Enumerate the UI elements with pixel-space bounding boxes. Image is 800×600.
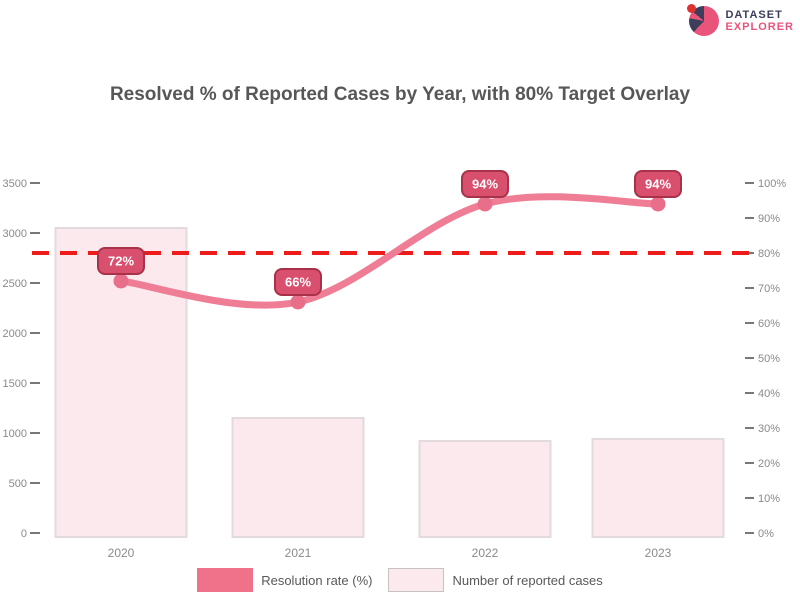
right-axis-tick-label: 0% — [758, 528, 774, 540]
right-axis-tick-label: 40% — [758, 388, 780, 400]
left-axis-tick-label: 2500 — [3, 278, 27, 290]
app-logo[interactable]: DATASET EXPLORER — [687, 4, 794, 36]
line-marker-2022[interactable] — [477, 196, 493, 212]
resolution-rate-line — [117, 193, 662, 309]
right-axis-tick-label: 30% — [758, 423, 780, 435]
right-axis-tick-label: 10% — [758, 493, 780, 505]
right-axis-tick-label: 90% — [758, 213, 780, 225]
logo-line2: EXPLORER — [725, 21, 794, 33]
logo-line1: DATASET — [725, 9, 783, 21]
left-axis-tick-label: 500 — [9, 478, 27, 490]
bar-2021[interactable] — [231, 417, 365, 538]
right-axis-tick-label: 70% — [758, 283, 780, 295]
data-label-text: 72% — [108, 254, 134, 269]
left-axis-tick-label: 3000 — [3, 228, 27, 240]
bar-2022[interactable] — [418, 440, 552, 538]
line-marker-2021[interactable] — [290, 294, 306, 310]
right-axis-tick-label: 100% — [758, 178, 786, 190]
right-axis-tick-label: 50% — [758, 353, 780, 365]
legend-swatch-bar-series — [388, 568, 445, 592]
chart-legend: Resolution rate (%) Number of reported c… — [0, 568, 800, 592]
line-marker-2020[interactable] — [113, 273, 129, 289]
x-axis-label-2022: 2022 — [472, 546, 499, 560]
data-label-box-2022 — [461, 170, 509, 198]
line-marker-2023[interactable] — [650, 196, 666, 212]
data-label-text: 94% — [472, 177, 498, 192]
data-label-box-2020 — [97, 247, 145, 275]
right-axis-tick-label: 80% — [758, 248, 780, 260]
legend-label: Resolution rate (%) — [261, 572, 373, 588]
data-label-text: 66% — [285, 275, 311, 290]
x-axis-label-2021: 2021 — [285, 546, 312, 560]
logo-text: DATASET EXPLORER — [725, 9, 794, 33]
legend-swatch-line-series — [197, 568, 254, 592]
chart-title: Resolved % of Reported Cases by Year, wi… — [109, 84, 691, 105]
legend-item-reported-cases[interactable]: Number of reported cases — [388, 568, 603, 592]
left-axis-tick-label: 2000 — [3, 328, 27, 340]
x-axis-label-2023: 2023 — [645, 546, 672, 560]
left-axis-tick-label: 1000 — [3, 428, 27, 440]
legend-label: Number of reported cases — [452, 572, 603, 588]
right-axis-tick-label: 60% — [758, 318, 780, 330]
bar-2023[interactable] — [591, 438, 725, 538]
left-axis-tick-label: 3500 — [3, 178, 27, 190]
left-axis-tick-label: 0 — [21, 528, 27, 540]
data-label-text: 94% — [645, 177, 671, 192]
pie-chart-logo-icon — [687, 4, 720, 36]
x-axis-label-2020: 2020 — [108, 546, 135, 560]
left-axis-tick-label: 1500 — [3, 378, 27, 390]
data-label-box-2023 — [634, 170, 682, 198]
legend-item-resolution-rate[interactable]: Resolution rate (%) — [197, 568, 372, 592]
right-axis-tick-label: 20% — [758, 458, 780, 470]
data-label-box-2021 — [274, 268, 322, 296]
